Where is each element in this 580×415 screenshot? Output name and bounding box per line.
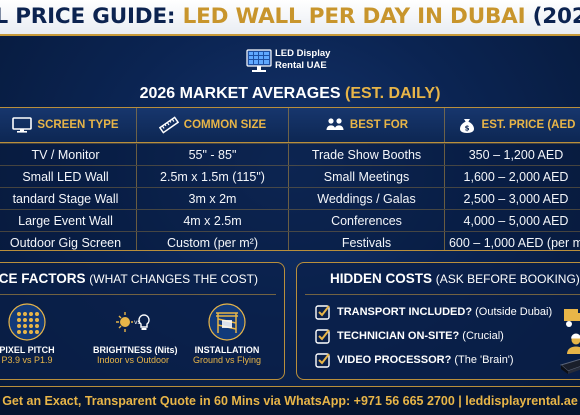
price-factors-title: ICE FACTORS (WHAT CHANGES THE COST) [0,271,288,286]
table-row: Large Event Wall 4m x 2.5m Conferences 4… [0,209,580,231]
price-factors-title-main: ICE FACTORS [0,271,86,286]
hidden-cost-question: TRANSPORT INCLUDED? [337,306,473,318]
hidden-costs-title-sub: (ASK BEFORE BOOKING) [435,272,580,286]
factor-name: PIXEL PITCH [0,345,55,355]
price-factors-panel: ICE FACTORS (WHAT CHANGES THE COST) PIXE… [0,262,285,380]
column-header-common-size: COMMON SIZE [137,108,289,142]
hidden-costs-title: HIDDEN COSTS (ASK BEFORE BOOKING) [330,271,580,286]
column-header-label: BEST FOR [349,119,409,131]
column-header-label: COMMON SIZE [183,119,267,131]
brand-line-1: LED Display [275,48,331,59]
divider [305,294,580,295]
price-factors-title-sub: (WHAT CHANGES THE COST) [89,272,258,286]
column-header-label: EST. PRICE (AED [481,119,576,131]
table-row: TV / Monitor 55" - 85" Trade Show Booths… [0,143,580,165]
hidden-cost-label: TECHNICIAN ON-SITE? (Crucial) [337,330,504,342]
checkbox-checked-icon [315,305,330,320]
title-banner: AL PRICE GUIDE: LED WALL PER DAY IN DUBA… [0,0,580,36]
people-icon [326,118,344,130]
cell-screen-type: Outdoor Gig Screen [0,232,137,250]
factor-desc: Ground vs Flying [192,355,262,365]
technician-icon [567,333,580,354]
cell-common-size: 2.5m x 1.5m (115") [137,166,289,187]
factor-desc: P3.9 vs P1.9 [1,355,53,365]
sun-bulb-icon: vs [116,312,150,332]
monitor-icon [12,117,33,133]
hidden-cost-item: VIDEO PROCESSOR? (The 'Brain') [315,350,514,370]
footer-cta: Get an Exact, Transparent Quote in 60 Mi… [0,386,580,415]
cell-est-price: 1,600 – 2,000 AED [463,169,569,184]
pixel-grid-icon [8,303,46,341]
cell-screen-type: TV / Monitor [0,144,137,165]
price-table: SCREEN TYPE COMMON SIZE BEST FOR $ EST. … [0,107,580,251]
cell-common-size: 3m x 2m [137,188,289,209]
brand-name: LED Display Rental UAE [275,48,330,72]
cell-common-size: 4m x 2.5m [137,210,289,231]
hidden-cost-question: TECHNICIAN ON-SITE? [337,330,460,342]
divider [0,294,276,295]
ruler-icon [158,116,179,134]
truss-rigging-icon [208,303,246,341]
hidden-costs-panel: HIDDEN COSTS (ASK BEFORE BOOKING) TRANSP… [296,262,580,380]
hidden-costs-title-main: HIDDEN COSTS [330,271,433,286]
cell-common-size: 55" - 85" [137,144,289,165]
cell-est-price: 4,000 – 5,000 AED [463,213,569,228]
column-header-label: SCREEN TYPE [37,119,119,131]
hidden-cost-note: (The 'Brain') [451,354,514,366]
column-header-est-price: $ EST. PRICE (AED [445,108,580,142]
hidden-cost-note: (Outside Dubai) [472,306,553,318]
hidden-cost-label: VIDEO PROCESSOR? (The 'Brain') [337,354,514,366]
hidden-cost-label: TRANSPORT INCLUDED? (Outside Dubai) [337,306,552,318]
cell-best-for: Conferences [289,210,445,231]
averages-heading-sub: (EST. DAILY) [344,85,441,102]
svg-text:$: $ [464,125,469,133]
table-header-row: SCREEN TYPE COMMON SIZE BEST FOR $ EST. … [0,108,580,143]
cell-screen-type: Small LED Wall [0,166,137,187]
cell-screen-type: tandard Stage Wall [0,188,137,209]
truck-icon [564,309,580,327]
table-row: Outdoor Gig Screen Custom (per m²) Festi… [0,231,580,250]
table-row: tandard Stage Wall 3m x 2m Weddings / Ga… [0,187,580,209]
factor-desc: Indoor vs Outdoor [96,355,170,365]
cell-est-price: 600 – 1,000 AED (per m [448,235,580,250]
table-row: Small LED Wall 2.5m x 1.5m (115") Small … [0,165,580,187]
hidden-cost-item: TECHNICIAN ON-SITE? (Crucial) [315,326,504,346]
money-bag-icon: $ [459,119,474,133]
brand-logo: LED Display Rental UAE [246,47,346,77]
cell-best-for: Small Meetings [289,166,445,187]
factor-name: BRIGHTNESS (Nits) [93,345,178,355]
cell-best-for: Weddings / Galas [289,188,445,209]
cell-screen-type: Large Event Wall [0,210,137,231]
cell-est-price: 2,500 – 3,000 AED [463,191,569,206]
page-title: AL PRICE GUIDE: LED WALL PER DAY IN DUBA… [0,4,580,29]
cell-est-price: 350 – 1,200 AED [468,147,564,162]
hidden-cost-item: TRANSPORT INCLUDED? (Outside Dubai) [315,302,552,322]
checkbox-checked-icon [315,353,330,368]
svg-text:vs: vs [134,319,141,326]
title-highlight: LED WALL PER DAY IN DUBAI [182,4,526,29]
averages-heading-main: 2026 MARKET AVERAGES [139,85,341,102]
factor-brightness: vs BRIGHTNESS (Nits) Indoor vs Outdoor [93,303,178,365]
cell-common-size: Custom (per m²) [137,232,289,250]
cell-best-for: Festivals [289,232,445,250]
video-processor-icon [559,358,580,374]
averages-heading: 2026 MARKET AVERAGES (EST. DAILY) [0,85,580,103]
title-suffix: (2026 R [532,4,580,29]
checkbox-checked-icon [315,329,330,344]
cell-best-for: Trade Show Booths [289,144,445,165]
hidden-cost-note: (Crucial) [459,330,504,342]
title-prefix: AL PRICE GUIDE: [0,4,176,29]
brand-line-2: Rental UAE [275,60,327,71]
led-monitor-icon [246,49,272,72]
hidden-cost-question: VIDEO PROCESSOR? [337,354,452,366]
column-header-best-for: BEST FOR [289,108,445,142]
column-header-screen-type: SCREEN TYPE [0,108,137,142]
factor-pixel-pitch: PIXEL PITCH P3.9 vs P1.9 [0,303,67,365]
factor-name: INSTALLATION [194,345,260,355]
factor-installation: INSTALLATION Ground vs Flying [187,303,267,365]
